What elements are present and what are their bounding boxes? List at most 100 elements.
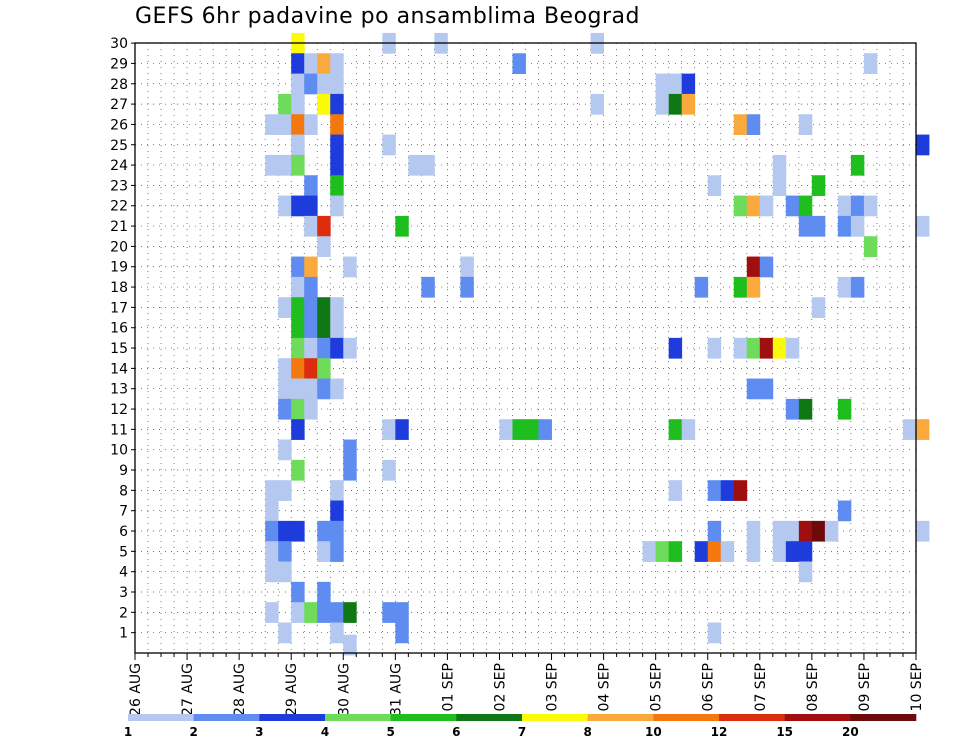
legend-label: 5: [386, 725, 394, 739]
heatmap-cell: [330, 520, 344, 542]
heatmap-cell: [460, 256, 474, 278]
y-tick-label: 27: [110, 97, 128, 113]
heatmap-cell: [291, 459, 305, 481]
heatmap-cell: [317, 358, 331, 379]
heatmap-cell: [759, 256, 774, 278]
y-tick-label: 28: [110, 77, 128, 93]
heatmap-cell: [265, 602, 279, 623]
y-tick-label: 5: [119, 544, 128, 560]
y-tick-label: 16: [110, 321, 128, 337]
legend-label: 1: [124, 725, 132, 739]
heatmap-cell: [421, 276, 435, 298]
legend-label: 4: [321, 725, 329, 739]
heatmap-cell: [759, 378, 774, 400]
heatmap-cell: [265, 561, 279, 583]
heatmap-cell: [278, 154, 292, 176]
heatmap-cell: [330, 73, 344, 95]
heatmap-cell: [291, 337, 305, 359]
heatmap-cell: [707, 622, 722, 644]
heatmap-cell: [291, 256, 305, 278]
heatmap-cell: [811, 520, 826, 542]
y-tick-label: 29: [110, 56, 128, 72]
heatmap-cell: [330, 337, 344, 359]
heatmap-cell: [330, 297, 344, 318]
legend-swatch: [128, 714, 194, 721]
heatmap-cell: [343, 439, 357, 461]
heatmap-cell: [837, 276, 852, 298]
legend-swatch: [522, 714, 588, 721]
heatmap-cell: [343, 459, 357, 481]
heatmap-cell: [720, 480, 735, 501]
heatmap-cell: [746, 256, 761, 278]
heatmap-cell: [720, 541, 735, 562]
heatmap-cell: [772, 520, 787, 542]
heatmap-cell: [330, 114, 344, 135]
heatmap-cell: [330, 93, 344, 115]
heatmap-cell: [291, 602, 305, 623]
heatmap-cell: [837, 215, 852, 237]
y-tick-label: 30: [110, 36, 128, 52]
y-tick-label: 23: [110, 178, 128, 194]
heatmap-cell: [837, 500, 852, 522]
heatmap-cell: [707, 480, 722, 501]
heatmap-cell: [382, 134, 396, 156]
heatmap-cell: [512, 53, 526, 74]
heatmap-cell: [382, 602, 396, 623]
y-tick-label: 6: [119, 524, 128, 540]
heatmap-cell: [395, 622, 409, 644]
heatmap-cell: [733, 114, 748, 135]
y-tick-label: 7: [119, 504, 128, 520]
legend-swatch: [784, 714, 851, 721]
heatmap-cell: [330, 541, 344, 562]
y-tick-label: 13: [110, 382, 128, 398]
x-tick-label: 06 SEP: [701, 663, 717, 711]
heatmap-cell: [733, 337, 748, 359]
heatmap-cell: [863, 53, 878, 74]
color-legend: 1 2 3 4 5 6 7 8 10 12 15 20: [124, 714, 917, 739]
y-tick-label: 3: [119, 585, 128, 601]
heatmap-cell: [759, 337, 774, 359]
heatmap-cell: [278, 93, 292, 115]
heatmap-cell: [707, 175, 722, 196]
heatmap-cell: [863, 195, 878, 217]
heatmap-cell: [863, 236, 878, 257]
heatmap-cell: [291, 93, 305, 115]
heatmap-cell: [733, 195, 748, 217]
heatmap-cell: [317, 73, 331, 95]
heatmap-cell: [707, 520, 722, 542]
heatmap-cell: [499, 419, 513, 440]
heatmap-cell: [304, 317, 318, 339]
heatmap-cell: [304, 73, 318, 95]
y-tick-label: 17: [110, 300, 128, 316]
heatmap-cell: [278, 520, 292, 542]
heatmap-cell: [668, 480, 683, 501]
heatmap-cell: [850, 195, 865, 217]
heatmap-cell: [395, 215, 409, 237]
x-tick-label: 09 SEP: [857, 663, 873, 711]
heatmap-cell: [304, 358, 318, 379]
heatmap-cell: [265, 541, 279, 562]
heatmap-cell: [317, 602, 331, 623]
y-tick-label: 15: [110, 341, 128, 357]
heatmap-cell: [850, 215, 865, 237]
heatmap-cell: [291, 520, 305, 542]
heatmap-cell: [746, 195, 761, 217]
heatmap-cell: [668, 73, 683, 95]
heatmap-cell: [317, 236, 331, 257]
legend-swatch: [456, 714, 523, 721]
heatmap-cell: [278, 480, 292, 501]
heatmap-cell: [278, 561, 292, 583]
heatmap-cell: [850, 276, 865, 298]
heatmap-cell: [330, 480, 344, 501]
heatmap-cell: [512, 419, 526, 440]
heatmap-cell: [655, 93, 670, 115]
heatmap-cell: [681, 93, 696, 115]
heatmap-cell: [798, 195, 813, 217]
y-tick-label: 22: [110, 199, 128, 215]
legend-label: 10: [645, 725, 662, 739]
heatmap-cell: [746, 378, 761, 400]
y-tick-label: 18: [110, 280, 128, 296]
heatmap-cell: [278, 378, 292, 400]
heatmap-cell: [291, 276, 305, 298]
heatmap-cell: [291, 358, 305, 379]
